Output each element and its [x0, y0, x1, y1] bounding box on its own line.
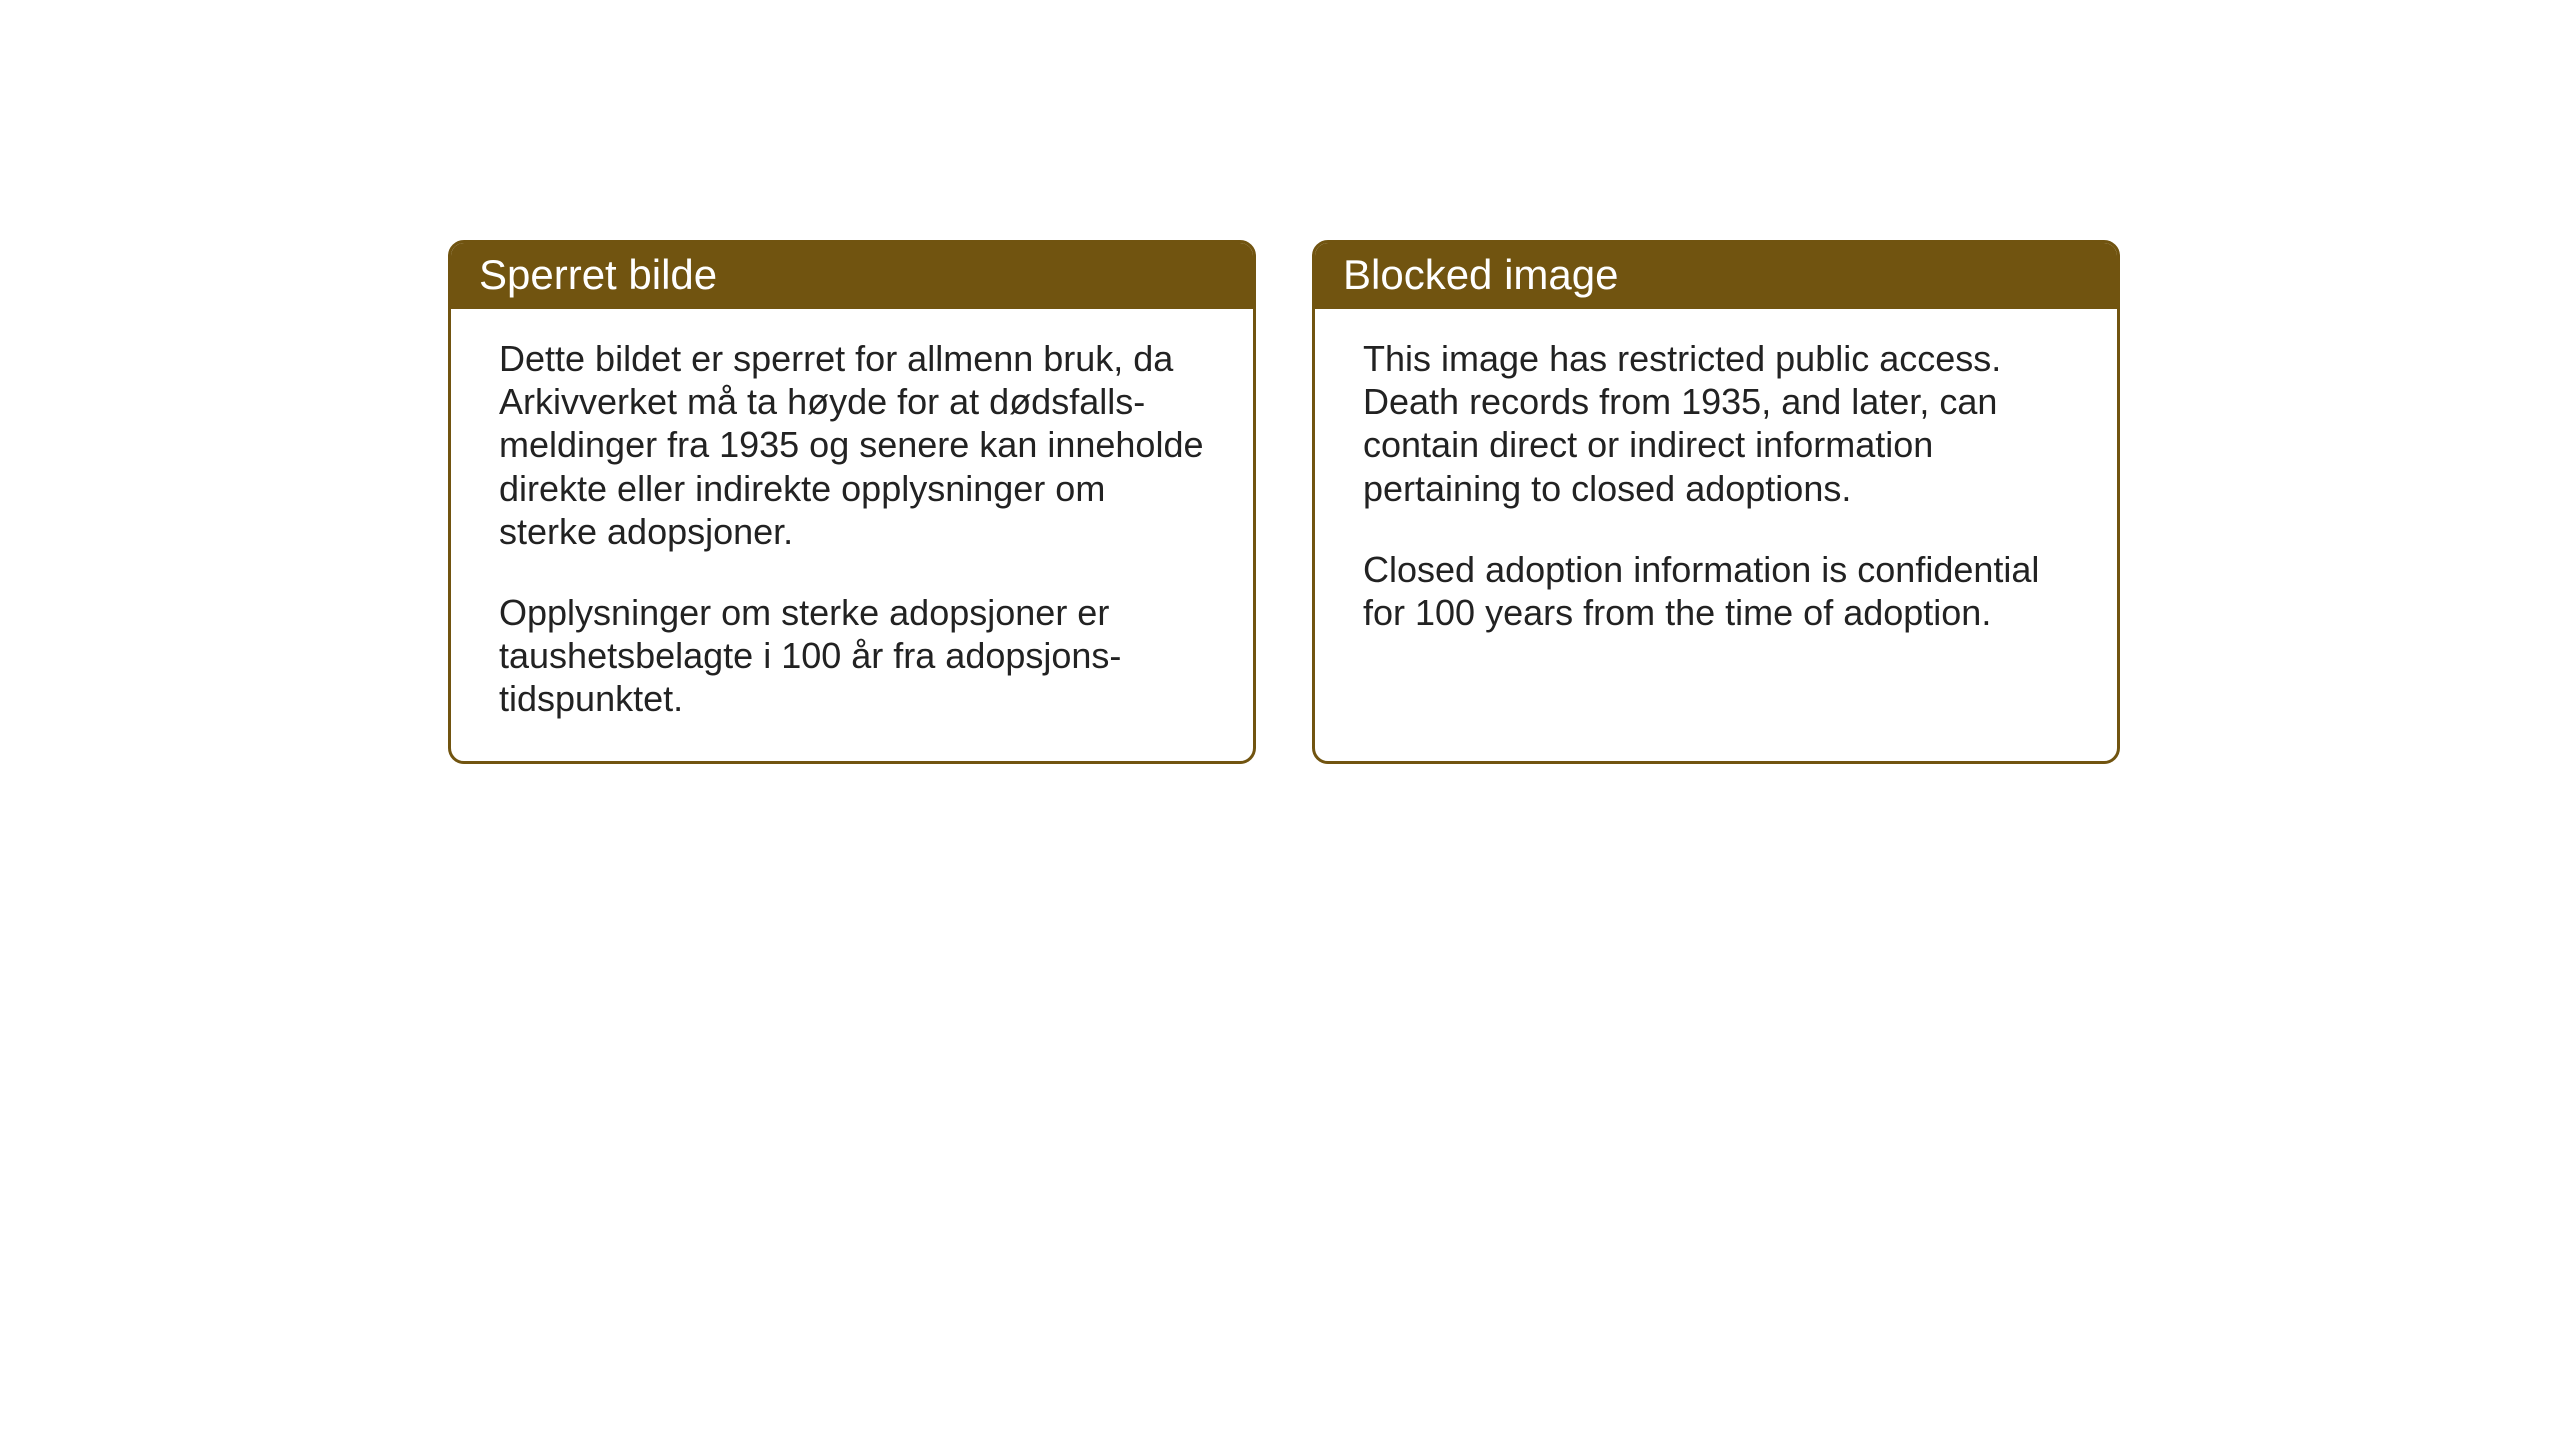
card-english: Blocked image This image has restricted …	[1312, 240, 2120, 764]
card-norwegian: Sperret bilde Dette bildet er sperret fo…	[448, 240, 1256, 764]
card-title-norwegian: Sperret bilde	[479, 251, 717, 298]
card-title-english: Blocked image	[1343, 251, 1618, 298]
cards-container: Sperret bilde Dette bildet er sperret fo…	[448, 240, 2120, 764]
card-paragraph-1-norwegian: Dette bildet er sperret for allmenn bruk…	[499, 337, 1205, 553]
card-header-norwegian: Sperret bilde	[451, 243, 1253, 309]
card-header-english: Blocked image	[1315, 243, 2117, 309]
card-paragraph-2-english: Closed adoption information is confident…	[1363, 548, 2069, 634]
card-body-english: This image has restricted public access.…	[1315, 309, 2117, 749]
card-paragraph-2-norwegian: Opplysninger om sterke adopsjoner er tau…	[499, 591, 1205, 721]
card-body-norwegian: Dette bildet er sperret for allmenn bruk…	[451, 309, 1253, 761]
card-paragraph-1-english: This image has restricted public access.…	[1363, 337, 2069, 510]
